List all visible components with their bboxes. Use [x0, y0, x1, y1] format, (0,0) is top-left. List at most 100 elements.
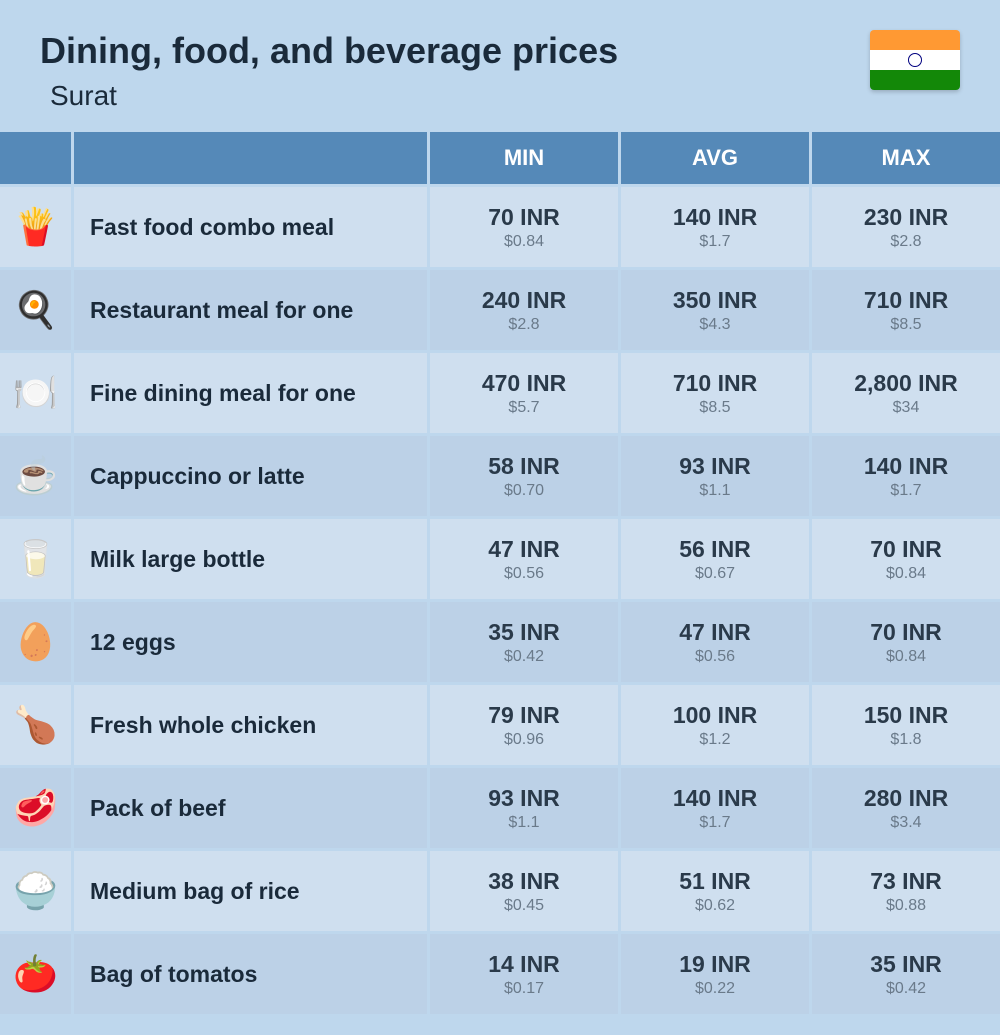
price-inr: 14 INR	[488, 951, 560, 978]
price-usd: $1.2	[699, 731, 730, 749]
table-row: ☕Cappuccino or latte 58 INR $0.70 93 INR $1.…	[0, 433, 1000, 516]
fine-dining-icon: 🍽️	[0, 353, 74, 433]
price-min: 240 INR$2.8	[430, 270, 621, 350]
price-usd: $4.3	[699, 316, 730, 334]
price-inr: 47 INR	[679, 619, 751, 646]
price-usd: $2.8	[890, 233, 921, 251]
item-label: Restaurant meal for one	[74, 270, 430, 350]
price-inr: 350 INR	[673, 287, 757, 314]
price-max: 140 INR $1.7	[812, 436, 1000, 516]
price-min: 38 INR$0.45	[430, 851, 621, 931]
price-inr: 79 INR	[488, 702, 560, 729]
price-usd: $0.70	[504, 482, 544, 500]
th-max: MAX	[812, 132, 1000, 184]
price-inr: 70 INR	[870, 536, 942, 563]
table-row: 🍗Fresh whole chicken79 INR$0.96100 INR$1…	[0, 682, 1000, 765]
price-usd: $0.88	[886, 897, 926, 915]
price-inr: 240 INR	[482, 287, 566, 314]
price-usd: $1.7	[890, 482, 921, 500]
location-subtitle: Surat	[50, 80, 870, 112]
price-usd: $0.17	[504, 980, 544, 998]
table-row: 🍅Bag of tomatos 14 INR $0.17 19 INR$0.2235 …	[0, 931, 1000, 1014]
price-inr: 73 INR	[870, 868, 942, 895]
restaurant-meal-icon: 🍳	[0, 270, 74, 350]
price-inr: 93 INR	[679, 453, 751, 480]
table-row: 🍚Medium bag of rice38 INR$0.4551 INR$0.6…	[0, 848, 1000, 931]
price-usd: $0.84	[886, 565, 926, 583]
flag-green-stripe	[870, 70, 960, 90]
price-max: 2,800 INR $34	[812, 353, 1000, 433]
price-avg: 47 INR $0.56	[621, 602, 812, 682]
price-max: 70 INR $0.84	[812, 519, 1000, 599]
price-usd: $0.84	[886, 648, 926, 666]
item-label: Medium bag of rice	[74, 851, 430, 931]
price-usd: $0.62	[695, 897, 735, 915]
item-label: Cappuccino or latte	[74, 436, 430, 516]
price-usd: $3.4	[890, 814, 921, 832]
price-min: 93 INR$1.1	[430, 768, 621, 848]
th-icon	[0, 132, 74, 184]
fast-food-icon: 🍟	[0, 187, 74, 267]
price-usd: $8.5	[699, 399, 730, 417]
price-usd: $0.56	[504, 565, 544, 583]
price-min: 79 INR $0.96	[430, 685, 621, 765]
price-usd: $34	[893, 399, 920, 417]
price-min: 70 INR $0.84	[430, 187, 621, 267]
eggs-icon: 🥚	[0, 602, 74, 682]
price-avg: 19 INR$0.22	[621, 934, 812, 1014]
th-avg: AVG	[621, 132, 812, 184]
price-usd: $0.84	[504, 233, 544, 251]
price-avg: 100 INR$1.2	[621, 685, 812, 765]
price-usd: $0.67	[695, 565, 735, 583]
chakra-icon	[908, 53, 922, 67]
price-max: 35 INR$0.42	[812, 934, 1000, 1014]
price-usd: $0.96	[504, 731, 544, 749]
price-inr: 35 INR	[488, 619, 560, 646]
table-row: 🍽️Fine dining meal for one470 INR$5.7 710…	[0, 350, 1000, 433]
table-row: 🥛Milk large bottle47 INR$0.5656 INR$0.67…	[0, 516, 1000, 599]
page-title: Dining, food, and beverage prices	[40, 30, 870, 72]
table-body: 🍟Fast food combo meal70 INR$0.84140 INR$…	[0, 184, 1000, 1014]
price-inr: 58 INR	[488, 453, 560, 480]
price-inr: 56 INR	[679, 536, 751, 563]
price-usd: $1.8	[890, 731, 921, 749]
price-max: 150 INR $1.8	[812, 685, 1000, 765]
price-inr: 70 INR	[870, 619, 942, 646]
item-label: Fine dining meal for one	[74, 353, 430, 433]
coffee-icon: ☕	[0, 436, 74, 516]
price-inr: 140 INR	[673, 785, 757, 812]
price-max: 73 INR $0.88	[812, 851, 1000, 931]
table-row: 🍳Restaurant meal for one240 INR$2.8 350 I…	[0, 267, 1000, 350]
price-usd: $0.42	[504, 648, 544, 666]
item-label: Fresh whole chicken	[74, 685, 430, 765]
price-inr: 38 INR	[488, 868, 560, 895]
price-inr: 710 INR	[673, 370, 757, 397]
price-avg: 51 INR $0.62	[621, 851, 812, 931]
price-inr: 47 INR	[488, 536, 560, 563]
price-usd: $8.5	[890, 316, 921, 334]
price-inr: 230 INR	[864, 204, 948, 231]
price-usd: $1.7	[699, 233, 730, 251]
price-inr: 150 INR	[864, 702, 948, 729]
price-inr: 2,800 INR	[854, 370, 958, 397]
price-usd: $0.56	[695, 648, 735, 666]
price-inr: 140 INR	[864, 453, 948, 480]
th-label	[74, 132, 430, 184]
table-header: MIN AVG MAX	[0, 132, 1000, 184]
milk-icon: 🥛	[0, 519, 74, 599]
item-label: Bag of tomatos	[74, 934, 430, 1014]
header: Dining, food, and beverage prices Surat	[0, 0, 1000, 132]
price-inr: 93 INR	[488, 785, 560, 812]
tomato-icon: 🍅	[0, 934, 74, 1014]
price-avg: 93 INR $1.1	[621, 436, 812, 516]
price-usd: $1.7	[699, 814, 730, 832]
price-avg: 140 INR$1.7	[621, 187, 812, 267]
price-usd: $5.7	[508, 399, 539, 417]
price-usd: $1.1	[699, 482, 730, 500]
price-inr: 51 INR	[679, 868, 751, 895]
price-min: 35 INR $0.42	[430, 602, 621, 682]
price-min: 470 INR$5.7	[430, 353, 621, 433]
price-inr: 710 INR	[864, 287, 948, 314]
item-label: 12 eggs	[74, 602, 430, 682]
price-inr: 70 INR	[488, 204, 560, 231]
